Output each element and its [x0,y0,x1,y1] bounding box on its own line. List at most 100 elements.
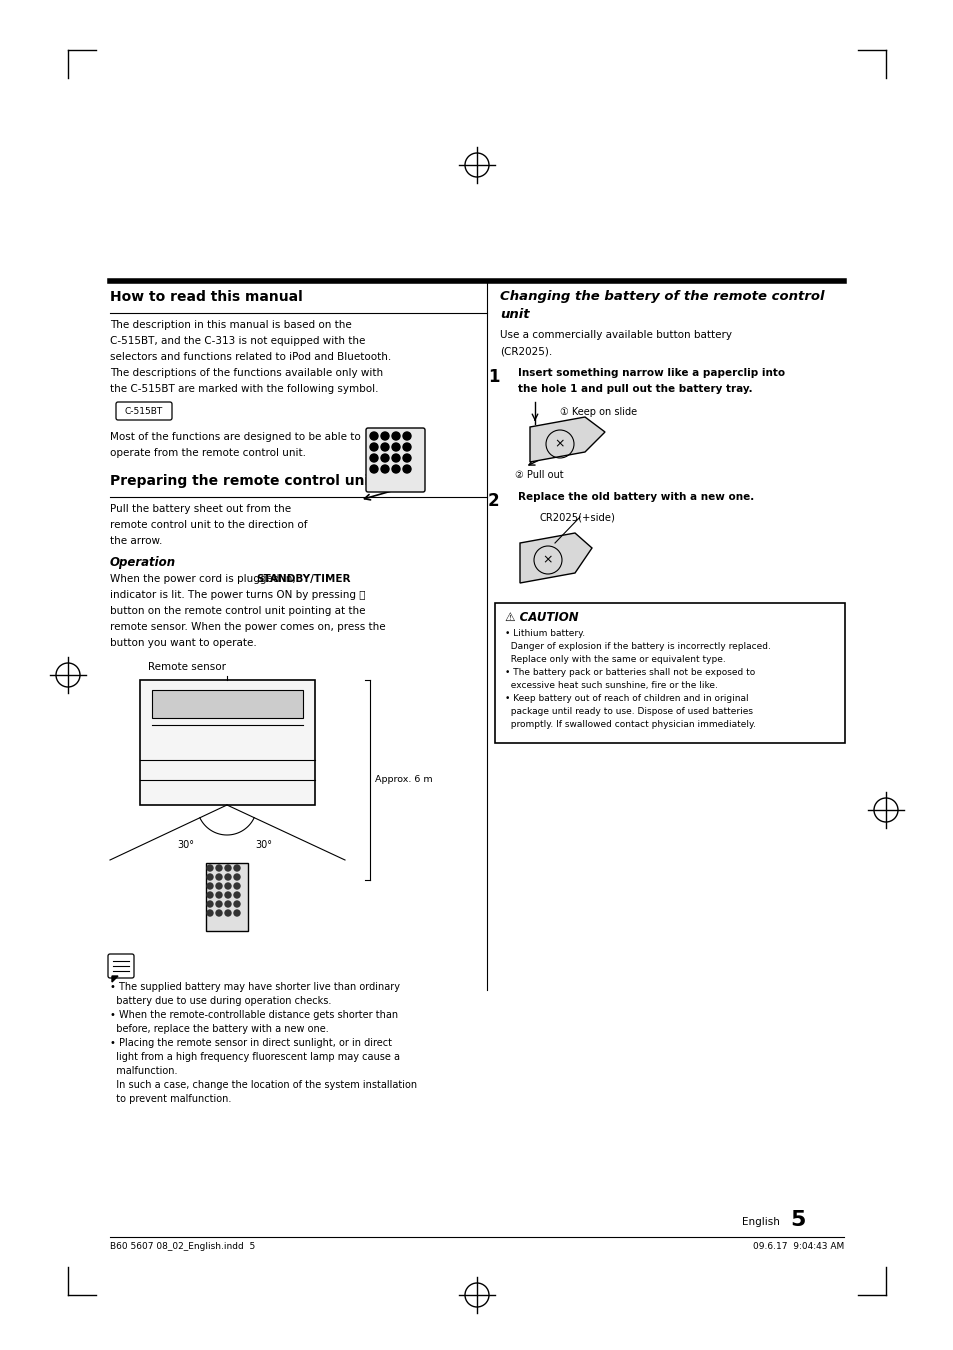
FancyBboxPatch shape [108,954,133,977]
Circle shape [233,900,240,907]
Text: In such a case, change the location of the system installation: In such a case, change the location of t… [110,1080,416,1089]
Circle shape [215,900,222,907]
Text: Preparing the remote control unit: Preparing the remote control unit [110,474,375,487]
FancyBboxPatch shape [116,402,172,420]
Circle shape [380,464,389,472]
Circle shape [392,432,399,440]
Circle shape [370,464,377,472]
Text: ×: × [554,437,565,451]
Text: • Lithium battery.: • Lithium battery. [504,629,584,639]
Text: C-515BT, and the C-313 is not equipped with the: C-515BT, and the C-313 is not equipped w… [110,336,365,346]
Text: package until ready to use. Dispose of used batteries: package until ready to use. Dispose of u… [504,707,752,716]
Circle shape [402,443,411,451]
Circle shape [370,443,377,451]
Text: Operation: Operation [110,556,176,568]
Text: (CR2025).: (CR2025). [499,346,552,356]
Text: 1: 1 [488,369,499,386]
Text: Replace the old battery with a new one.: Replace the old battery with a new one. [517,491,754,502]
Text: selectors and functions related to iPod and Bluetooth.: selectors and functions related to iPod … [110,352,391,362]
Text: 5: 5 [789,1210,804,1230]
Text: Approx. 6 m: Approx. 6 m [375,775,432,784]
Text: Pull the battery sheet out from the: Pull the battery sheet out from the [110,504,291,514]
Circle shape [233,910,240,917]
Text: English: English [741,1216,780,1227]
Polygon shape [519,533,592,583]
Circle shape [225,892,231,898]
Circle shape [402,454,411,462]
Circle shape [215,873,222,880]
Text: unit: unit [499,308,529,321]
Text: button you want to operate.: button you want to operate. [110,639,256,648]
Bar [140,680,314,805]
Text: remote sensor. When the power comes on, press the: remote sensor. When the power comes on, … [110,622,385,632]
Circle shape [402,464,411,472]
Text: light from a high frequency fluorescent lamp may cause a: light from a high frequency fluorescent … [110,1052,399,1062]
Circle shape [225,900,231,907]
Bar [206,863,248,931]
Circle shape [215,910,222,917]
Text: the arrow.: the arrow. [110,536,162,545]
Circle shape [380,432,389,440]
Polygon shape [530,417,604,462]
Circle shape [225,873,231,880]
Circle shape [392,464,399,472]
Text: The description in this manual is based on the: The description in this manual is based … [110,320,352,329]
Circle shape [402,432,411,440]
Circle shape [207,873,213,880]
Text: • Placing the remote sensor in direct sunlight, or in direct: • Placing the remote sensor in direct su… [110,1038,392,1048]
Circle shape [380,443,389,451]
Text: 2: 2 [488,491,499,510]
Circle shape [207,865,213,871]
Text: • Keep battery out of reach of children and in original: • Keep battery out of reach of children … [504,694,748,703]
Circle shape [225,910,231,917]
Circle shape [215,892,222,898]
Text: excessive heat such sunshine, fire or the like.: excessive heat such sunshine, fire or th… [504,680,717,690]
Circle shape [233,892,240,898]
Text: 30°: 30° [177,840,193,850]
Text: Changing the battery of the remote control: Changing the battery of the remote contr… [499,290,823,302]
Text: indicator is lit. The power turns ON by pressing ⓘ: indicator is lit. The power turns ON by … [110,590,365,599]
Text: Use a commercially available button battery: Use a commercially available button batt… [499,329,731,340]
Circle shape [380,454,389,462]
Text: remote control unit to the direction of: remote control unit to the direction of [110,520,307,531]
Circle shape [392,454,399,462]
Text: C-515BT: C-515BT [125,406,163,416]
Polygon shape [112,976,118,981]
Text: Most of the functions are designed to be able to: Most of the functions are designed to be… [110,432,360,441]
Circle shape [233,865,240,871]
Text: promptly. If swallowed contact physician immediately.: promptly. If swallowed contact physician… [504,720,755,729]
Circle shape [207,900,213,907]
Text: Insert something narrow like a paperclip into: Insert something narrow like a paperclip… [517,369,784,378]
Text: Replace only with the same or equivalent type.: Replace only with the same or equivalent… [504,655,725,664]
Text: to prevent malfunction.: to prevent malfunction. [110,1094,232,1104]
Text: How to read this manual: How to read this manual [110,290,302,304]
Text: Remote sensor: Remote sensor [148,662,226,672]
Text: When the power cord is plugged in,: When the power cord is plugged in, [110,574,298,585]
FancyBboxPatch shape [366,428,424,491]
Text: 30°: 30° [254,840,272,850]
Text: the C-515BT are marked with the following symbol.: the C-515BT are marked with the followin… [110,383,378,394]
Circle shape [225,883,231,890]
Text: operate from the remote control unit.: operate from the remote control unit. [110,448,306,458]
Circle shape [392,443,399,451]
Circle shape [233,883,240,890]
Text: STANDBY/TIMER: STANDBY/TIMER [256,574,351,585]
Text: the hole 1 and pull out the battery tray.: the hole 1 and pull out the battery tray… [517,383,752,394]
Text: ② Pull out: ② Pull out [515,470,563,481]
Text: button on the remote control unit pointing at the: button on the remote control unit pointi… [110,606,365,616]
Text: ×: × [542,554,553,567]
Circle shape [370,454,377,462]
Circle shape [215,865,222,871]
Text: battery due to use during operation checks.: battery due to use during operation chec… [110,996,331,1006]
Text: CR2025(+side): CR2025(+side) [539,512,616,522]
Circle shape [207,883,213,890]
Text: The descriptions of the functions available only with: The descriptions of the functions availa… [110,369,383,378]
Circle shape [370,432,377,440]
Bar [152,690,303,718]
Text: 09.6.17  9:04:43 AM: 09.6.17 9:04:43 AM [752,1242,843,1251]
Circle shape [207,910,213,917]
Circle shape [233,873,240,880]
Circle shape [207,892,213,898]
Text: ⚠ CAUTION: ⚠ CAUTION [504,612,578,624]
Text: Danger of explosion if the battery is incorrectly replaced.: Danger of explosion if the battery is in… [504,643,770,651]
